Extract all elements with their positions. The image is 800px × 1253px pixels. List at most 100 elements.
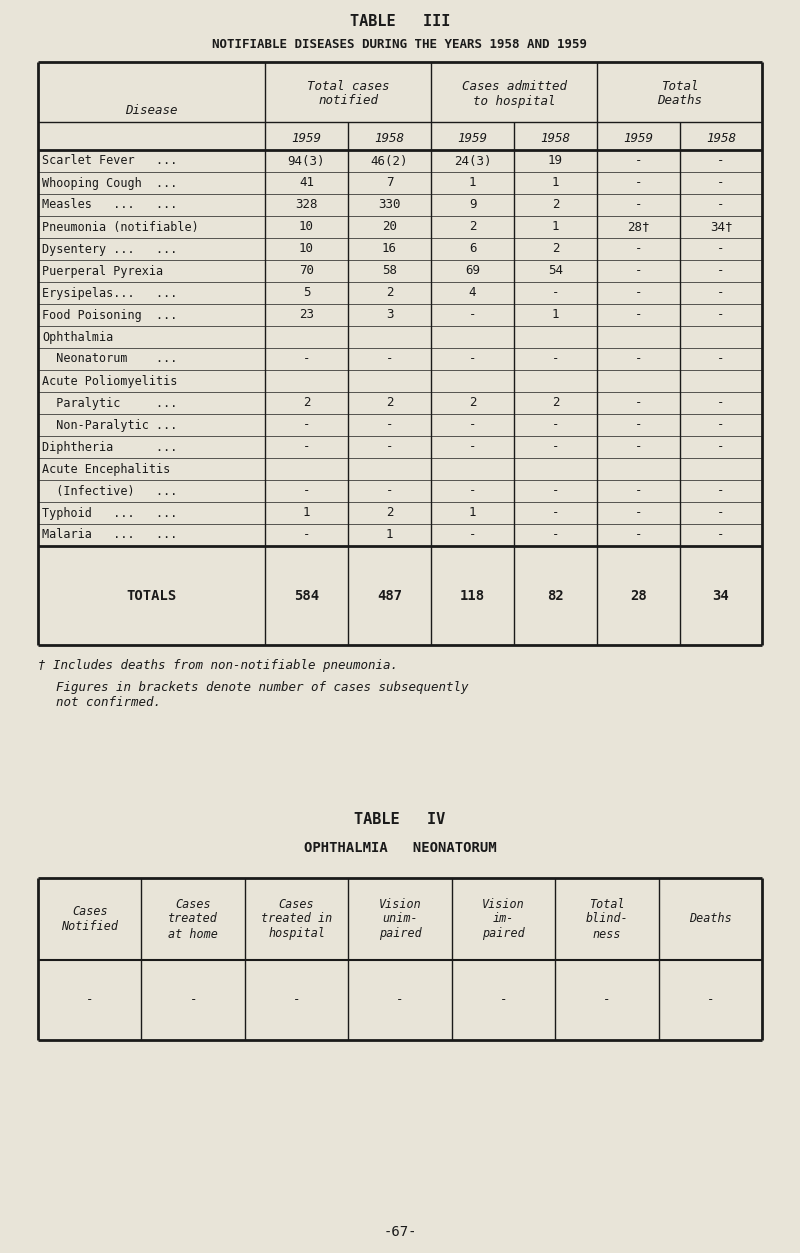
Text: Cases
treated
at home: Cases treated at home [168, 897, 218, 941]
Text: Cases
treated in
hospital: Cases treated in hospital [261, 897, 332, 941]
Text: 82: 82 [547, 589, 564, 603]
Text: 2: 2 [469, 396, 476, 410]
Text: 2: 2 [386, 287, 394, 299]
Text: 2: 2 [552, 243, 559, 256]
Text: -: - [634, 529, 642, 541]
Text: -: - [552, 287, 559, 299]
Text: -: - [634, 177, 642, 189]
Text: 1958: 1958 [706, 132, 736, 144]
Text: Deaths: Deaths [657, 94, 702, 108]
Text: -: - [718, 308, 725, 322]
Text: 487: 487 [377, 589, 402, 603]
Text: (Infective)   ...: (Infective) ... [42, 485, 178, 497]
Text: -: - [469, 485, 476, 497]
Text: -: - [302, 529, 310, 541]
Text: -: - [386, 441, 394, 454]
Text: 70: 70 [299, 264, 314, 277]
Text: 1: 1 [552, 308, 559, 322]
Text: -: - [386, 352, 394, 366]
Text: -: - [552, 529, 559, 541]
Text: Vision
unim-
paired: Vision unim- paired [378, 897, 422, 941]
Text: -: - [552, 485, 559, 497]
Text: Diphtheria      ...: Diphtheria ... [42, 441, 178, 454]
Text: -: - [634, 198, 642, 212]
Text: -: - [552, 441, 559, 454]
Text: 1: 1 [552, 221, 559, 233]
Text: 2: 2 [469, 221, 476, 233]
Text: -: - [634, 352, 642, 366]
Text: 584: 584 [294, 589, 319, 603]
Text: OPHTHALMIA   NEONATORUM: OPHTHALMIA NEONATORUM [304, 841, 496, 855]
Text: 24(3): 24(3) [454, 154, 491, 168]
Text: Dysentery ...   ...: Dysentery ... ... [42, 243, 178, 256]
Text: 9: 9 [469, 198, 476, 212]
Text: 10: 10 [299, 221, 314, 233]
Text: Vision
im-
paired: Vision im- paired [482, 897, 525, 941]
Text: † Includes deaths from non-notifiable pneumonia.: † Includes deaths from non-notifiable pn… [38, 659, 398, 672]
Text: 2: 2 [386, 506, 394, 520]
Text: Cases admitted: Cases admitted [462, 80, 566, 94]
Text: -: - [718, 243, 725, 256]
Text: 1: 1 [552, 177, 559, 189]
Text: NOTIFIABLE DISEASES DURING THE YEARS 1958 AND 1959: NOTIFIABLE DISEASES DURING THE YEARS 195… [213, 38, 587, 50]
Text: 41: 41 [299, 177, 314, 189]
Text: Figures in brackets denote number of cases subsequently: Figures in brackets denote number of cas… [56, 680, 469, 693]
Text: 2: 2 [552, 396, 559, 410]
Text: -: - [302, 352, 310, 366]
Text: TOTALS: TOTALS [126, 589, 177, 603]
Text: 330: 330 [378, 198, 401, 212]
Text: -: - [718, 485, 725, 497]
Text: 7: 7 [386, 177, 394, 189]
Text: Malaria   ...   ...: Malaria ... ... [42, 529, 178, 541]
Text: 6: 6 [469, 243, 476, 256]
Text: 1: 1 [386, 529, 394, 541]
Text: 34: 34 [713, 589, 730, 603]
Text: -: - [386, 485, 394, 497]
Text: -: - [552, 419, 559, 431]
Text: -: - [469, 441, 476, 454]
Text: 20: 20 [382, 221, 397, 233]
Text: not confirmed.: not confirmed. [56, 697, 161, 709]
Text: -: - [86, 994, 94, 1006]
Text: -: - [603, 994, 610, 1006]
Text: -: - [396, 994, 404, 1006]
Text: -: - [469, 308, 476, 322]
Text: Ophthalmia: Ophthalmia [42, 331, 114, 343]
Text: -: - [718, 419, 725, 431]
Text: -: - [718, 506, 725, 520]
Text: 69: 69 [465, 264, 480, 277]
Text: -: - [634, 485, 642, 497]
Text: -: - [634, 154, 642, 168]
Text: Cases
Notified: Cases Notified [62, 905, 118, 933]
Text: 28: 28 [630, 589, 647, 603]
Text: -: - [706, 994, 714, 1006]
Text: 34†: 34† [710, 221, 732, 233]
Text: -: - [634, 441, 642, 454]
Text: 1959: 1959 [291, 132, 322, 144]
Text: Total: Total [661, 80, 698, 94]
Text: 1: 1 [469, 506, 476, 520]
Text: -: - [634, 264, 642, 277]
Text: -67-: -67- [383, 1225, 417, 1239]
Text: notified: notified [318, 94, 378, 108]
Text: -: - [190, 994, 197, 1006]
Text: 16: 16 [382, 243, 397, 256]
Text: Total cases: Total cases [306, 80, 390, 94]
Text: Typhoid   ...   ...: Typhoid ... ... [42, 506, 178, 520]
Text: Deaths: Deaths [689, 912, 732, 926]
Text: 28†: 28† [627, 221, 650, 233]
Text: -: - [634, 287, 642, 299]
Text: 23: 23 [299, 308, 314, 322]
Text: Neonatorum    ...: Neonatorum ... [42, 352, 178, 366]
Text: -: - [634, 506, 642, 520]
Text: 1958: 1958 [374, 132, 405, 144]
Text: -: - [302, 419, 310, 431]
Text: -: - [469, 529, 476, 541]
Text: -: - [469, 352, 476, 366]
Text: -: - [718, 154, 725, 168]
Text: Scarlet Fever   ...: Scarlet Fever ... [42, 154, 178, 168]
Text: 19: 19 [548, 154, 563, 168]
Text: 118: 118 [460, 589, 485, 603]
Text: TABLE   IV: TABLE IV [354, 812, 446, 827]
Text: -: - [634, 396, 642, 410]
